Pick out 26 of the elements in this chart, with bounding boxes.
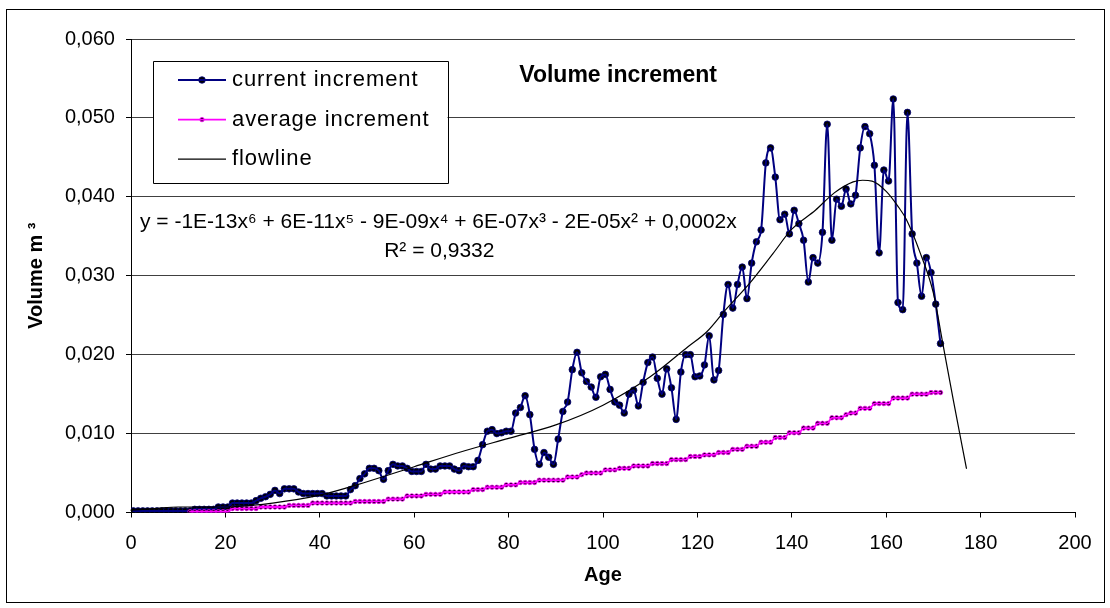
x-tick-label: 200 — [1058, 531, 1092, 554]
x-tick-label: 40 — [308, 531, 331, 554]
legend-label: average increment — [232, 105, 430, 131]
x-axis-title: Age — [584, 562, 622, 585]
x-tick-label: 100 — [586, 531, 620, 554]
legend-label: flowline — [232, 145, 313, 171]
legend-label: current increment — [232, 66, 419, 92]
x-tick-label: 160 — [869, 531, 903, 554]
y-tick-label: 0,000 — [64, 500, 115, 523]
y-axis-title: Volume m ³ — [23, 222, 46, 329]
x-tick-label: 0 — [125, 531, 137, 554]
x-tick-label: 20 — [214, 531, 237, 554]
x-tick-label: 80 — [497, 531, 520, 554]
annotation: R² = 0,9332 — [384, 237, 495, 261]
annotation: y = -1E-13x⁶ + 6E-11x⁵ - 9E-09x⁴ + 6E-07x³ - 2E-05x² + 0,0002x — [139, 209, 738, 233]
y-tick-label: 0,050 — [64, 105, 115, 128]
text: Volume increment — [519, 60, 718, 87]
y-tick-label: 0,030 — [64, 263, 115, 286]
y-tick-label: 0,040 — [64, 184, 115, 207]
x-tick-label: 120 — [680, 531, 715, 554]
x-tick-label: 180 — [963, 531, 998, 554]
x-tick-label: 60 — [403, 531, 426, 554]
y-tick-label: 0,060 — [64, 26, 115, 49]
y-tick-label: 0,010 — [64, 421, 115, 444]
y-tick-label: 0,020 — [64, 342, 115, 365]
x-tick-label: 140 — [775, 531, 809, 554]
